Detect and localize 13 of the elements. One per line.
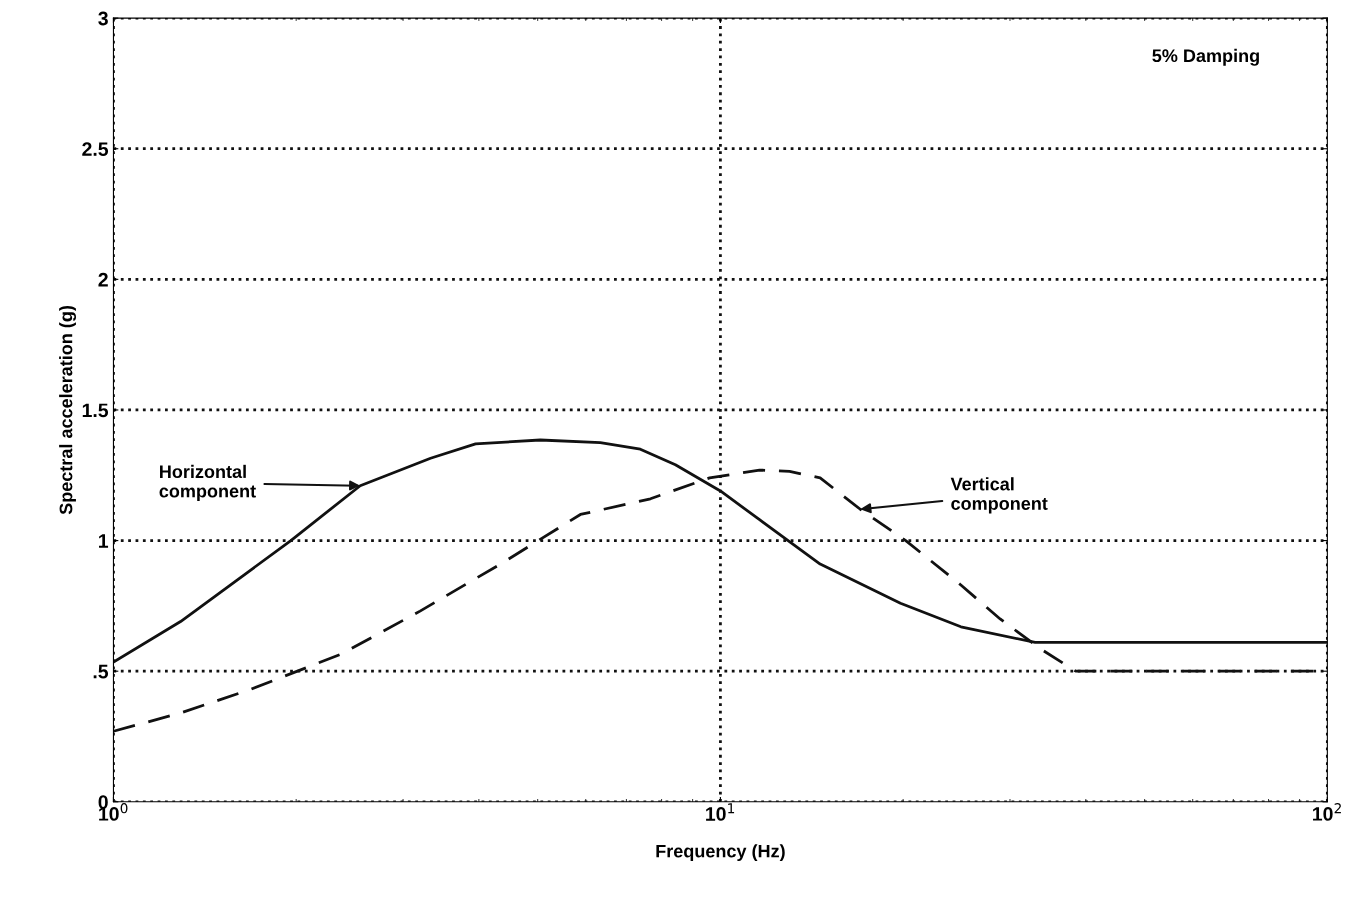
y-tick-label: 3 (98, 11, 108, 26)
annotation: Vertical component (950, 477, 1048, 514)
x-tick-label: 10$^{1}$ (706, 803, 735, 821)
y-tick-label: 1.5 (82, 403, 109, 418)
y-tick-label: .5 (93, 664, 109, 679)
y-tick-label: 1 (99, 534, 109, 548)
y-tick-label: 2.5 (82, 142, 109, 156)
x-axis-title: Frequency (Hz) (656, 844, 785, 862)
annotation: Horizontal component (159, 464, 256, 502)
y-tick-label: 2 (98, 272, 108, 287)
y-axis-title: Spectral acceleration (g) (59, 306, 77, 515)
annotation: 5% Damping (1152, 48, 1259, 66)
x-tick-label: 10$^{2}$ (1313, 803, 1341, 821)
